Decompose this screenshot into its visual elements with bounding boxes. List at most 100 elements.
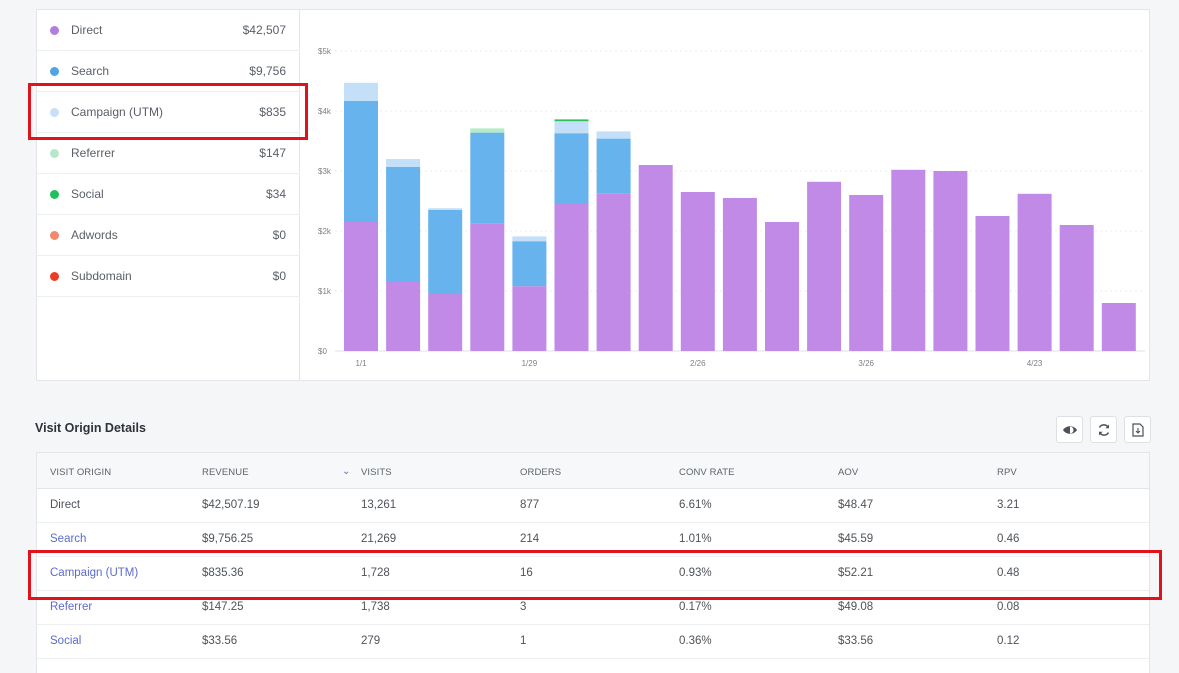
cell-revenue: $9,756.25 xyxy=(202,533,254,545)
cell-orders: 214 xyxy=(520,533,540,545)
y-tick-label: $5k xyxy=(318,47,332,56)
column-header-rpv[interactable]: RPV xyxy=(997,467,1017,478)
visibility-button[interactable] xyxy=(1056,416,1083,443)
column-header-orders[interactable]: ORDERS xyxy=(520,467,562,478)
table-row[interactable]: Campaign (UTM) $835.36 1,728 16 0.93% $5… xyxy=(37,557,1149,591)
y-tick-label: $3k xyxy=(318,167,332,176)
cell-rpv: 0.12 xyxy=(997,635,1020,647)
y-tick-label: $4k xyxy=(318,107,332,116)
cell-conv-rate: 6.61% xyxy=(679,499,712,511)
x-tick-label: 4/23 xyxy=(1027,359,1043,368)
bar-segment xyxy=(680,192,715,351)
cell-revenue: $147.25 xyxy=(202,601,244,613)
legend-item-referrer[interactable]: Referrer $147 xyxy=(37,133,300,174)
origin-link-search[interactable]: Search xyxy=(50,533,87,545)
stacked-bar-chart: $0 $1k $2k $3k $4k $5k 1/1 1/29 2/26 3/26 4/23 xyxy=(300,10,1149,380)
export-button[interactable] xyxy=(1124,416,1151,443)
bar-segment xyxy=(512,286,547,351)
cell-conv-rate: 1.01% xyxy=(679,533,712,545)
cell-orders: 877 xyxy=(520,499,540,511)
cell-orders: 1 xyxy=(520,635,527,647)
legend-item-subdomain[interactable]: Subdomain $0 xyxy=(37,256,300,297)
column-header-aov[interactable]: AOV xyxy=(838,467,859,478)
bar-segment xyxy=(975,216,1010,351)
search-dot-icon xyxy=(50,66,59,76)
bar-segment xyxy=(512,236,547,242)
column-header-revenue[interactable]: REVENUE xyxy=(202,467,249,478)
section-title: Visit Origin Details xyxy=(35,421,146,435)
chart-svg: $0 $1k $2k $3k $4k $5k 1/1 1/29 2/26 3/26 4/23 xyxy=(318,47,1145,368)
legend-value: $147 xyxy=(259,146,286,160)
legend-item-direct[interactable]: Direct $42,507 xyxy=(37,10,300,51)
bar-segment xyxy=(386,166,421,282)
refresh-button[interactable] xyxy=(1090,416,1117,443)
sort-chevron-icon[interactable]: ⌄ xyxy=(342,466,351,477)
bar-segment xyxy=(1101,303,1136,351)
cell-rpv: 0.48 xyxy=(997,567,1020,579)
bar-segment xyxy=(1059,225,1094,351)
cell-visits: 13,261 xyxy=(361,499,397,511)
bar-segment xyxy=(344,222,378,351)
cell-conv-rate: 0.17% xyxy=(679,601,712,613)
bar-segment xyxy=(596,138,631,194)
cell-aov: $45.59 xyxy=(838,533,874,545)
x-tick-label: 2/26 xyxy=(690,359,706,368)
legend-value: $0 xyxy=(272,269,286,283)
bar-segment xyxy=(891,169,926,351)
legend-label: Campaign (UTM) xyxy=(71,105,164,119)
cell-visits: 21,269 xyxy=(361,533,397,545)
cell-visits: 279 xyxy=(361,635,381,647)
origin-link-referrer[interactable]: Referrer xyxy=(50,601,93,613)
cell-rpv: 0.08 xyxy=(997,601,1020,613)
bar-segment xyxy=(554,133,589,204)
bar-segment xyxy=(470,223,505,351)
column-header-conv-rate[interactable]: CONV RATE xyxy=(679,467,735,478)
cell-conv-rate: 0.93% xyxy=(679,567,712,579)
cell-conv-rate: 0.36% xyxy=(679,635,712,647)
bar-segment xyxy=(1017,193,1052,351)
bar-segment xyxy=(428,210,463,294)
legend-value: $835 xyxy=(259,105,286,119)
origin-link-social[interactable]: Social xyxy=(50,635,82,647)
column-header-visit-origin[interactable]: VISIT ORIGIN xyxy=(50,467,112,478)
eye-icon xyxy=(1062,425,1077,434)
x-tick-label: 1/1 xyxy=(355,359,367,368)
direct-dot-icon xyxy=(50,25,59,35)
x-tick-label: 1/29 xyxy=(522,359,538,368)
legend-item-adwords[interactable]: Adwords $0 xyxy=(37,215,300,256)
legend-label: Adwords xyxy=(71,228,118,242)
bar-segment xyxy=(554,121,589,134)
bar-segment xyxy=(470,132,505,224)
x-tick-label: 3/26 xyxy=(858,359,874,368)
column-header-visits[interactable]: VISITS xyxy=(361,467,392,478)
bar-segment xyxy=(849,195,884,351)
cell-orders: 3 xyxy=(520,601,527,613)
y-tick-label: $0 xyxy=(318,347,327,356)
referrer-dot-icon xyxy=(50,148,59,158)
cell-aov: $49.08 xyxy=(838,601,874,613)
cell-revenue: $42,507.19 xyxy=(202,499,260,511)
table-row[interactable]: Direct $42,507.19 13,261 877 6.61% $48.4… xyxy=(37,489,1149,523)
legend-label: Direct xyxy=(71,23,103,37)
legend-value: $9,756 xyxy=(249,64,286,78)
table-row[interactable]: Social $33.56 279 1 0.36% $33.56 0.12 xyxy=(37,625,1149,659)
table-row[interactable]: Referrer $147.25 1,738 3 0.17% $49.08 0.… xyxy=(37,591,1149,625)
bar-segment xyxy=(596,131,631,139)
table-row[interactable]: Search $9,756.25 21,269 214 1.01% $45.59… xyxy=(37,523,1149,557)
cell-aov: $52.21 xyxy=(838,567,874,579)
legend-item-search[interactable]: Search $9,756 xyxy=(37,51,300,92)
cell-revenue: $33.56 xyxy=(202,635,238,647)
cell-orders: 16 xyxy=(520,567,533,579)
cell-aov: $33.56 xyxy=(838,635,874,647)
legend-item-campaign[interactable]: Campaign (UTM) $835 xyxy=(37,92,300,133)
legend-item-social[interactable]: Social $34 xyxy=(37,174,300,215)
bar-segment xyxy=(428,294,463,351)
legend-label: Social xyxy=(71,187,104,201)
origin-link-campaign[interactable]: Campaign (UTM) xyxy=(50,567,139,579)
visit-origin-table: VISIT ORIGIN REVENUE ⌄ VISITS ORDERS CON… xyxy=(36,452,1150,673)
cell-rpv: 0.46 xyxy=(997,533,1020,545)
cell-revenue: $835.36 xyxy=(202,567,244,579)
bar-segment xyxy=(470,128,505,133)
bar-segment xyxy=(554,119,589,122)
cell-origin: Direct xyxy=(50,499,81,511)
